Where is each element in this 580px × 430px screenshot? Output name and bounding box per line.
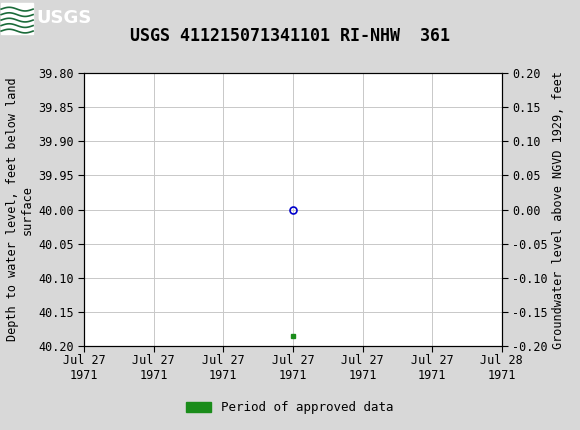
Text: USGS: USGS — [36, 9, 91, 27]
Bar — [1, 3, 33, 34]
Y-axis label: Groundwater level above NGVD 1929, feet: Groundwater level above NGVD 1929, feet — [552, 71, 565, 349]
Text: USGS 411215071341101 RI-NHW  361: USGS 411215071341101 RI-NHW 361 — [130, 27, 450, 45]
Y-axis label: Depth to water level, feet below land
surface: Depth to water level, feet below land su… — [6, 78, 34, 341]
Legend: Period of approved data: Period of approved data — [181, 396, 399, 419]
